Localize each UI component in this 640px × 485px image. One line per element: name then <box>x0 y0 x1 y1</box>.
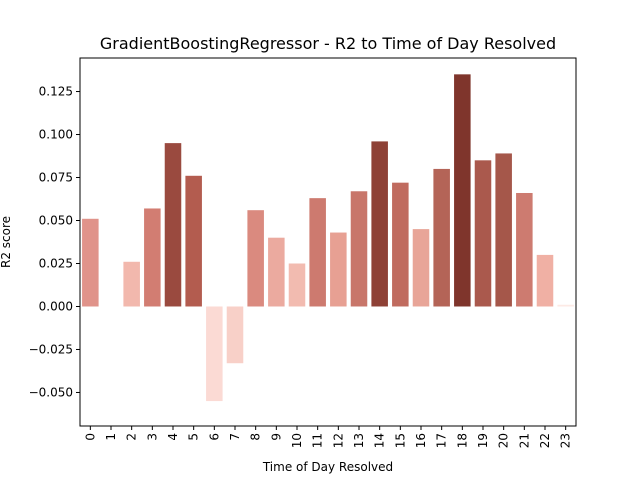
bar-20 <box>495 153 512 307</box>
x-axis-label: Time of Day Resolved <box>262 460 393 474</box>
bar-5 <box>185 175 202 307</box>
y-axis-label: R2 score <box>0 216 13 268</box>
x-tick-label: 0 <box>83 433 97 441</box>
x-tick-label: 9 <box>269 433 283 441</box>
bars-layer <box>82 74 574 402</box>
x-tick-label: 1 <box>104 433 118 441</box>
bar-12 <box>330 232 347 307</box>
bar-14 <box>371 141 388 307</box>
bar-2 <box>123 261 140 307</box>
y-tick-label: −0.050 <box>29 385 73 399</box>
y-tick-label: 0.000 <box>39 299 73 313</box>
bar-13 <box>350 191 368 307</box>
x-tick-label: 2 <box>125 433 139 441</box>
y-axis-ticks: −0.050 −0.025 0.000 0.025 0.050 0.075 0.100 0.1… <box>29 85 80 399</box>
y-tick-label: 0.100 <box>39 128 73 142</box>
bar-4 <box>164 143 182 307</box>
x-tick-label: 20 <box>497 433 511 448</box>
bar-18 <box>454 74 471 307</box>
bar-8 <box>247 210 264 307</box>
x-tick-label: 8 <box>249 433 263 441</box>
y-tick-label: −0.025 <box>29 342 73 356</box>
x-tick-label: 14 <box>373 433 387 448</box>
x-tick-label: 22 <box>538 433 552 448</box>
x-tick-label: 7 <box>228 433 242 441</box>
bar-15 <box>392 182 409 307</box>
x-tick-label: 15 <box>393 433 407 448</box>
bar-19 <box>474 160 492 307</box>
x-tick-label: 18 <box>455 433 469 448</box>
bar-16 <box>412 229 430 307</box>
bar-3 <box>144 208 161 307</box>
x-tick-label: 13 <box>352 433 366 448</box>
plot-frame <box>79 57 577 427</box>
x-tick-label: 12 <box>331 433 345 448</box>
bar-11 <box>309 198 326 307</box>
x-tick-label: 3 <box>145 433 159 441</box>
bar-23 <box>557 304 574 307</box>
bar-0 <box>82 218 99 307</box>
x-tick-label: 5 <box>187 433 201 441</box>
x-tick-label: 4 <box>166 433 180 441</box>
y-tick-label: 0.075 <box>39 171 73 185</box>
x-tick-label: 6 <box>207 433 221 441</box>
x-tick-label: 19 <box>476 433 490 448</box>
y-tick-label: 0.125 <box>39 85 73 99</box>
x-tick-label: 21 <box>517 433 531 448</box>
x-axis-ticks: 0 1 2 3 4 5 6 7 8 9 10 11 12 13 14 15 16 17 18 19 20 21 22 23 <box>83 426 573 448</box>
bar-1 <box>102 306 120 308</box>
y-tick-label: 0.025 <box>39 256 73 270</box>
x-tick-label: 11 <box>311 433 325 448</box>
bar-7 <box>226 306 244 364</box>
bar-6 <box>206 306 223 402</box>
bar-22 <box>536 254 554 307</box>
x-tick-label: 23 <box>559 433 573 448</box>
x-tick-label: 10 <box>290 433 304 448</box>
chart-title: GradientBoostingRegressor - R2 to Time o… <box>100 34 556 53</box>
bar-10 <box>288 263 306 307</box>
x-tick-label: 16 <box>414 433 428 448</box>
x-tick-label: 17 <box>435 433 449 448</box>
bar-17 <box>433 168 450 307</box>
bar-9 <box>268 237 285 307</box>
y-tick-label: 0.050 <box>39 214 73 228</box>
bar-21 <box>516 192 533 307</box>
